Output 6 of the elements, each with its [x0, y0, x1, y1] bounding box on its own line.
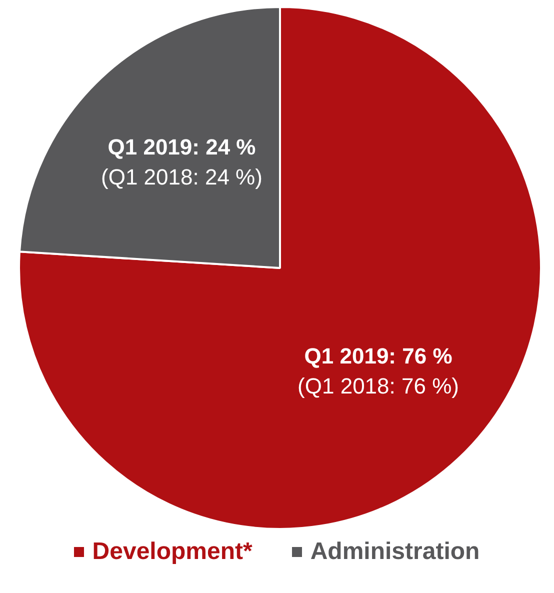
text: (Q1 2018: 24 %) — [101, 164, 262, 190]
legend-label: Administration — [310, 538, 480, 566]
data-label: Q1 2019: 76 % — [304, 344, 452, 369]
slice-label: Development* — [92, 538, 252, 566]
text: (Q1 2018: 76 %) — [298, 374, 459, 399]
data-label: Q1 2019: 24 % — [108, 134, 256, 160]
